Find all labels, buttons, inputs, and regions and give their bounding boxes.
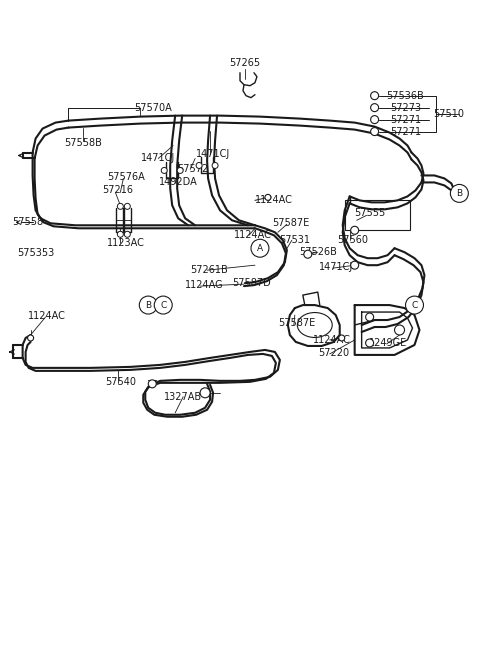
Text: 57265: 57265 — [229, 58, 261, 68]
Circle shape — [124, 231, 130, 237]
FancyBboxPatch shape — [345, 200, 409, 231]
Text: 1124AC: 1124AC — [313, 335, 351, 345]
Text: 57560: 57560 — [337, 235, 368, 245]
Circle shape — [161, 168, 167, 173]
Circle shape — [117, 231, 123, 237]
Circle shape — [395, 325, 405, 335]
Text: A: A — [257, 244, 263, 253]
Text: 57587E: 57587E — [272, 218, 310, 228]
Text: 57216: 57216 — [102, 185, 133, 195]
Circle shape — [450, 185, 468, 202]
Circle shape — [139, 296, 157, 314]
Text: 57271: 57271 — [390, 114, 421, 125]
Text: 57510: 57510 — [433, 108, 464, 119]
Circle shape — [351, 261, 359, 269]
Circle shape — [371, 92, 379, 100]
Text: C: C — [160, 300, 167, 309]
Circle shape — [371, 116, 379, 124]
Text: B: B — [145, 300, 151, 309]
Text: 57531: 57531 — [279, 235, 311, 245]
Circle shape — [265, 194, 271, 200]
Text: 1492DA: 1492DA — [159, 177, 198, 187]
Circle shape — [304, 250, 312, 258]
Circle shape — [351, 226, 359, 235]
Circle shape — [177, 168, 183, 173]
Text: 1124AC: 1124AC — [234, 230, 272, 240]
Text: 1327AB: 1327AB — [164, 392, 202, 402]
Circle shape — [200, 388, 210, 397]
Circle shape — [366, 313, 373, 321]
Text: 575353: 575353 — [17, 248, 54, 258]
Text: 57572: 57572 — [178, 164, 209, 175]
Circle shape — [154, 296, 172, 314]
Circle shape — [28, 335, 34, 341]
Ellipse shape — [297, 313, 332, 338]
Circle shape — [117, 204, 123, 210]
Text: 57273: 57273 — [390, 102, 421, 112]
Text: 57587E: 57587E — [278, 318, 315, 328]
Circle shape — [371, 127, 379, 135]
Circle shape — [124, 204, 130, 210]
Text: 57558: 57558 — [12, 217, 43, 227]
Circle shape — [148, 380, 156, 388]
Circle shape — [339, 335, 345, 341]
Text: 1471CJ: 1471CJ — [141, 154, 175, 164]
Circle shape — [371, 104, 379, 112]
Text: 57536B: 57536B — [387, 91, 424, 101]
Text: 57570A: 57570A — [134, 102, 172, 112]
Text: 57558B: 57558B — [64, 137, 102, 148]
Text: 57271: 57271 — [390, 127, 421, 137]
Text: 1471CJ: 1471CJ — [319, 262, 353, 272]
Text: 1124AC: 1124AC — [255, 195, 293, 206]
Text: 57261B: 57261B — [190, 265, 228, 275]
Circle shape — [366, 339, 373, 347]
Text: 1249GE: 1249GE — [370, 338, 408, 348]
Text: C: C — [411, 300, 418, 309]
Text: 57587D: 57587D — [233, 278, 271, 288]
Circle shape — [196, 162, 202, 168]
Text: 57576A: 57576A — [108, 172, 145, 183]
Text: 57526B: 57526B — [299, 247, 336, 258]
Circle shape — [251, 239, 269, 257]
Text: 1471CJ: 1471CJ — [196, 148, 230, 158]
Circle shape — [406, 296, 423, 314]
Text: 1124AG: 1124AG — [185, 280, 223, 290]
Text: 1123AC: 1123AC — [108, 238, 145, 248]
Text: 57555: 57555 — [354, 208, 385, 218]
Text: 1124AC: 1124AC — [28, 311, 65, 321]
Text: 57540: 57540 — [105, 377, 136, 387]
Text: B: B — [456, 189, 462, 198]
Circle shape — [212, 162, 218, 168]
Text: 57220: 57220 — [318, 348, 349, 358]
